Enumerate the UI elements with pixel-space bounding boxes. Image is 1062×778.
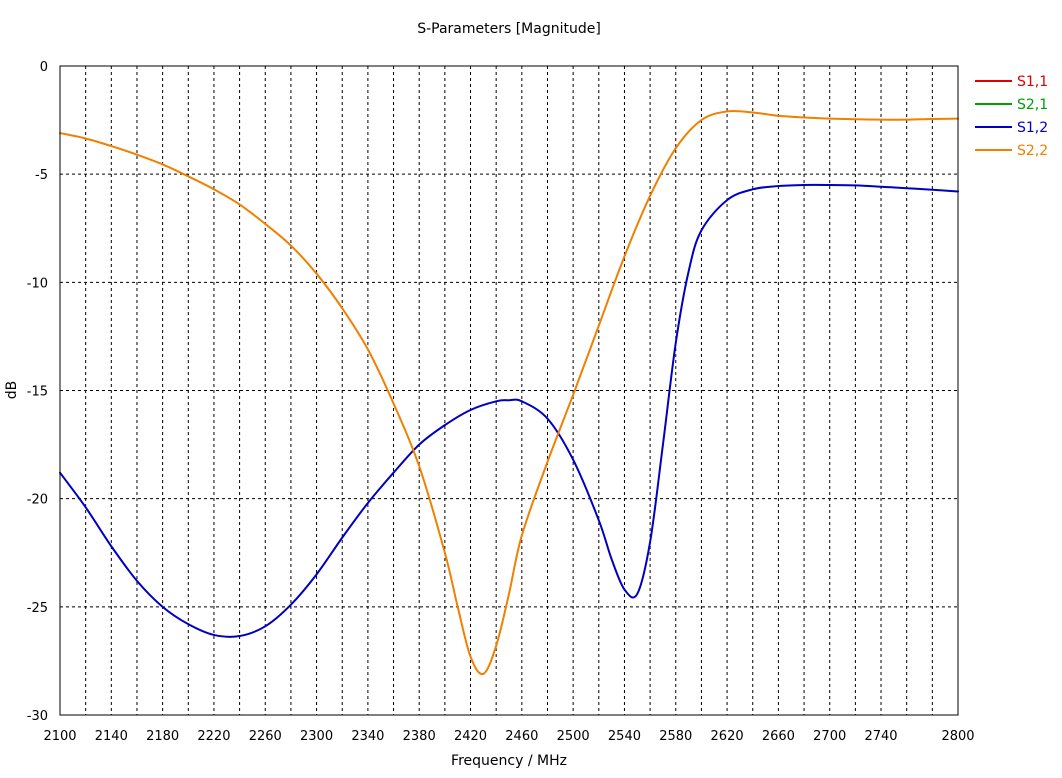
x-tick-label: 2220 bbox=[197, 729, 230, 744]
series-line-s22 bbox=[59, 109, 959, 676]
x-axis-label: Frequency / MHz bbox=[451, 753, 567, 769]
chart-title: S-Parameters [Magnitude] bbox=[417, 21, 601, 37]
x-tick-label: 2660 bbox=[762, 729, 795, 744]
x-tick-label: 2180 bbox=[146, 729, 179, 744]
series-line-s12 bbox=[59, 183, 959, 638]
y-axis-label: dB bbox=[4, 381, 20, 400]
x-tick-label: 2420 bbox=[454, 729, 487, 744]
y-tick-label: -30 bbox=[27, 709, 48, 724]
x-tick-label: 2140 bbox=[95, 729, 128, 744]
x-tick-label: 2260 bbox=[249, 729, 282, 744]
x-tick-label: 2340 bbox=[351, 729, 384, 744]
series-layer bbox=[59, 109, 959, 676]
legend-label-s22: S2,2 bbox=[1017, 143, 1048, 159]
x-tick-label: 2100 bbox=[43, 729, 76, 744]
y-tick-label: -25 bbox=[27, 601, 48, 616]
x-tick-label: 2620 bbox=[711, 729, 744, 744]
y-tick-label: -10 bbox=[27, 276, 48, 291]
legend: S1,1 S2,1 S1,2 S2,2 bbox=[975, 74, 1048, 159]
y-tick-label: -20 bbox=[27, 493, 48, 508]
plot-frame bbox=[59, 65, 959, 716]
x-tick-label: 2500 bbox=[557, 729, 590, 744]
x-tick-label: 2740 bbox=[864, 729, 897, 744]
legend-label-s21: S2,1 bbox=[1017, 97, 1048, 113]
x-tick-label: 2580 bbox=[659, 729, 692, 744]
x-tick-label: 2700 bbox=[813, 729, 846, 744]
x-tick-label: 2540 bbox=[608, 729, 641, 744]
y-tick-label: -5 bbox=[35, 168, 48, 183]
y-tick-labels: 0 -5 -10 -15 -20 -25 -30 bbox=[27, 60, 48, 724]
x-tick-label: 2800 bbox=[941, 729, 974, 744]
x-tick-label: 2380 bbox=[403, 729, 436, 744]
x-tick-label: 2460 bbox=[505, 729, 538, 744]
y-tick-label: -15 bbox=[27, 385, 48, 400]
legend-label-s12: S1,2 bbox=[1017, 120, 1048, 136]
legend-label-s11: S1,1 bbox=[1017, 74, 1048, 90]
x-tick-label: 2300 bbox=[300, 729, 333, 744]
x-tick-labels: 2100 2140 2180 2220 2260 2300 2340 2380 2420 2460… bbox=[43, 729, 974, 744]
y-tick-label: 0 bbox=[40, 60, 48, 75]
grid bbox=[60, 66, 958, 715]
